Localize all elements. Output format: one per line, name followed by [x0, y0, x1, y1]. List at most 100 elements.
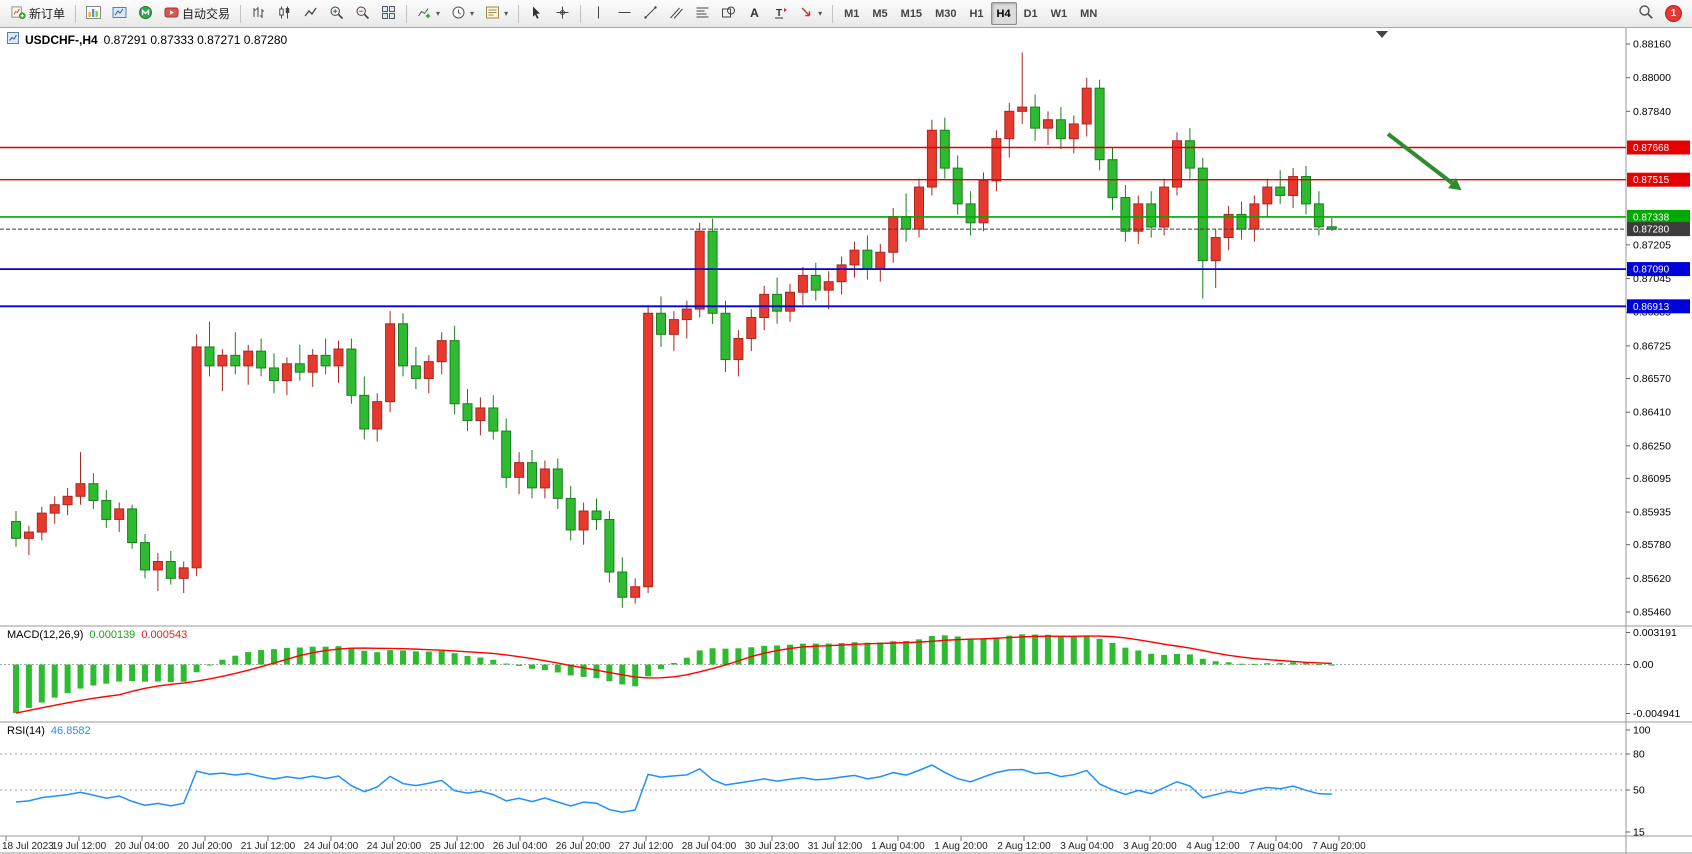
macd-histogram-bar [1225, 662, 1232, 665]
line-chart-button[interactable] [298, 2, 323, 25]
tile-windows-icon [381, 5, 396, 23]
chart-shift-marker[interactable] [1376, 31, 1388, 38]
macd-histogram-bar [90, 664, 97, 686]
timeframe-h4-button[interactable]: H4 [990, 2, 1017, 25]
zoom-out-button[interactable] [350, 2, 375, 25]
macd-histogram-bar [1186, 654, 1193, 665]
time-label: 30 Jul 23:00 [745, 841, 800, 852]
timeframe-m15-button[interactable]: M15 [895, 2, 928, 25]
macd-histogram-bar [361, 650, 368, 665]
candle [668, 319, 679, 335]
time-label: 7 Aug 20:00 [1312, 841, 1366, 852]
separator [406, 4, 408, 23]
text-icon: A [747, 5, 762, 23]
crosshair-button[interactable] [550, 2, 575, 25]
time-label: 7 Aug 04:00 [1249, 841, 1303, 852]
text-label-button[interactable]: T [768, 2, 793, 25]
shapes-button[interactable] [716, 2, 741, 25]
candle [1313, 203, 1324, 228]
macd-histogram-bar [193, 664, 200, 673]
macd-histogram-bar [735, 648, 742, 665]
macd-histogram-bar [1070, 636, 1077, 665]
bar-chart-icon [251, 5, 266, 23]
macd-histogram-bar [993, 637, 1000, 665]
macd-histogram-bar [1148, 653, 1155, 665]
macd-histogram-bar [64, 664, 71, 694]
candlestick-chart-button[interactable] [272, 2, 297, 25]
candle [617, 571, 628, 598]
candle [836, 264, 847, 283]
candle [1043, 119, 1053, 129]
equidistant-channel-button[interactable] [664, 2, 689, 25]
rsi-scale-label: 80 [1633, 749, 1645, 761]
tile-windows-button[interactable] [376, 2, 401, 25]
new-order-button[interactable]: 新订单 [6, 2, 70, 25]
indicators-button[interactable]: ▾ [412, 2, 445, 25]
arrows-button[interactable]: ▾ [794, 2, 827, 25]
trend-arrow[interactable] [1386, 132, 1454, 185]
candle [436, 340, 447, 363]
price-tick-label: 0.88160 [1633, 39, 1671, 51]
price-tick-label: 0.86250 [1633, 440, 1671, 452]
candle [1172, 140, 1182, 188]
candle [165, 561, 176, 579]
autotrading-button[interactable]: 自动交易 [159, 2, 235, 25]
price-tag-label: 0.87090 [1633, 265, 1670, 276]
templates-button[interactable]: ▾ [480, 2, 513, 25]
timeframe-w1-button[interactable]: W1 [1045, 2, 1074, 25]
time-label: 3 Aug 04:00 [1060, 841, 1114, 852]
candle [423, 361, 434, 379]
periods-button[interactable]: ▾ [446, 2, 479, 25]
macd-histogram-bar [142, 664, 148, 682]
timeframe-h1-button[interactable]: H1 [963, 2, 989, 25]
macd-histogram-bar [529, 664, 535, 669]
search-button[interactable] [1633, 2, 1659, 25]
macd-histogram-bar [1045, 634, 1051, 665]
notification-badge[interactable]: 1 [1665, 5, 1682, 22]
candle [204, 346, 215, 367]
candle [578, 510, 589, 531]
text-label-icon: T [773, 5, 788, 23]
candle [1210, 237, 1221, 262]
timeframe-m1-button[interactable]: M1 [838, 2, 865, 25]
profiles-button[interactable] [107, 2, 132, 25]
new-chart-button[interactable] [81, 2, 106, 25]
cursor-button[interactable] [524, 2, 549, 25]
community-button[interactable] [133, 2, 158, 25]
candle [926, 129, 937, 188]
macd-histogram-bar [13, 664, 19, 714]
bar-chart-button[interactable] [246, 2, 271, 25]
zoom-in-button[interactable] [324, 2, 349, 25]
time-label: 2 Aug 12:00 [997, 841, 1051, 852]
chart-area[interactable]: 0.881600.880000.878400.872050.870450.868… [0, 28, 1692, 854]
vertical-line-button[interactable] [586, 2, 611, 25]
time-label: 26 Jul 04:00 [493, 841, 548, 852]
candle [1326, 226, 1337, 230]
timeframe-mn-button[interactable]: MN [1074, 2, 1103, 25]
fibonacci-icon [695, 5, 710, 23]
macd-histogram-bar [877, 642, 884, 665]
macd-histogram-bar [167, 664, 174, 682]
price-tick-label: 0.86570 [1633, 373, 1671, 385]
timeframe-m30-button[interactable]: M30 [929, 2, 962, 25]
trend-arrow-head[interactable] [1448, 177, 1462, 191]
text-button[interactable]: A [742, 2, 767, 25]
rsi-scale-label: 100 [1633, 725, 1651, 737]
horizontal-line-button[interactable] [612, 2, 637, 25]
fibonacci-button[interactable] [690, 2, 715, 25]
time-label: 26 Jul 20:00 [556, 841, 611, 852]
macd-histogram-bar [1109, 642, 1116, 665]
trendline-button[interactable] [638, 2, 663, 25]
candlestick-chart-icon [277, 5, 292, 23]
candle [217, 354, 228, 367]
macd-histogram-bar [1303, 662, 1309, 665]
time-label: 24 Jul 04:00 [304, 841, 359, 852]
timeframe-d1-button[interactable]: D1 [1018, 2, 1044, 25]
candle [1262, 186, 1273, 205]
candle [862, 249, 873, 270]
candle [191, 346, 202, 569]
macd-histogram-bar [787, 644, 793, 665]
macd-histogram-bar [1290, 662, 1297, 665]
macd-histogram-bar [477, 657, 484, 665]
timeframe-m5-button[interactable]: M5 [866, 2, 893, 25]
